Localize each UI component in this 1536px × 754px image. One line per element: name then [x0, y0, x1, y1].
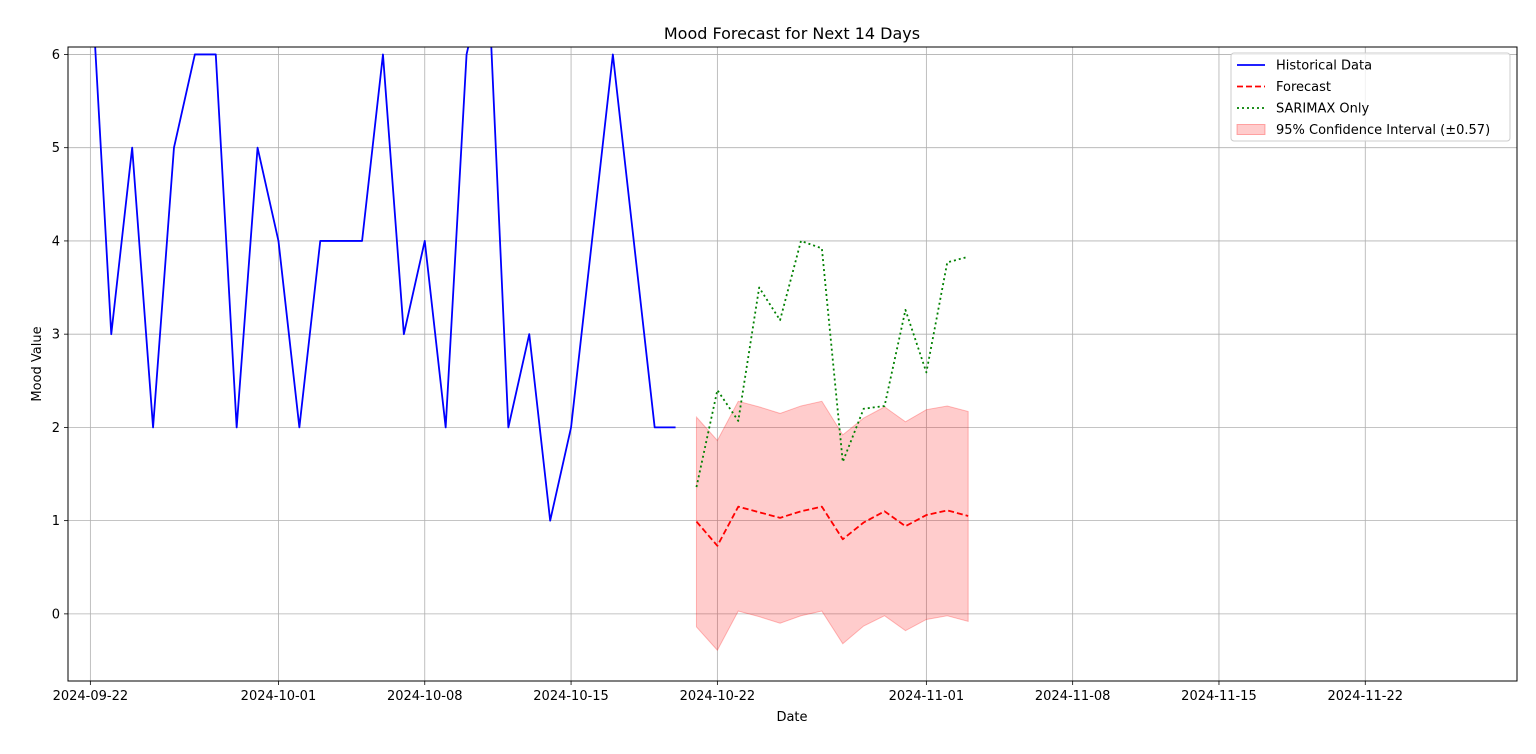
y-tick-label: 3: [52, 328, 60, 343]
legend: Historical Data Forecast SARIMAX Only 95% C…: [1230, 52, 1511, 142]
grid: [68, 47, 1517, 681]
y-tick-label: 1: [52, 514, 60, 529]
y-axis-label: Mood Value: [30, 326, 45, 401]
legend-label: Forecast: [1276, 80, 1331, 95]
legend-box: [1230, 52, 1511, 142]
plot-area-frame: [67, 46, 1518, 682]
legend-label: 95% Confidence Interval (±0.57): [1276, 123, 1490, 138]
x-tick-label: 2024-10-08: [387, 689, 463, 704]
confidence-band-layer: [695, 400, 969, 652]
x-tick-label: 2024-11-08: [1035, 689, 1111, 704]
y-tick-label: 5: [52, 141, 60, 156]
y-tick-label: 6: [52, 48, 60, 63]
confidence-interval-band: [695, 400, 969, 652]
legend-swatch: [1236, 124, 1266, 135]
x-tick-label: 2024-10-15: [533, 689, 609, 704]
x-tick-label: 2024-11-15: [1181, 689, 1257, 704]
x-tick-label: 2024-11-22: [1327, 689, 1403, 704]
x-tick-label: 2024-09-22: [53, 689, 129, 704]
y-tick-label: 4: [52, 234, 60, 249]
series-layer: [94, 47, 969, 547]
x-tick-label: 2024-11-01: [889, 689, 965, 704]
series-line-forecast: [695, 505, 969, 547]
x-tick-label: 2024-10-22: [680, 689, 756, 704]
y-tick-label: 0: [52, 607, 60, 622]
chart-title: Mood Forecast for Next 14 Days: [664, 24, 920, 43]
series-line-historical-data: [94, 47, 676, 522]
x-tick-label: 2024-10-01: [241, 689, 317, 704]
x-axis-label: Date: [776, 710, 807, 725]
legend-label: Historical Data: [1276, 59, 1372, 74]
legend-label: SARIMAX Only: [1276, 102, 1369, 117]
y-tick-label: 2: [52, 421, 60, 436]
series-line-sarimax-only: [695, 240, 969, 488]
tick-layer: 2024-09-22 2024-10-01 2024-10-08 2024-10-15…: [52, 48, 1403, 704]
